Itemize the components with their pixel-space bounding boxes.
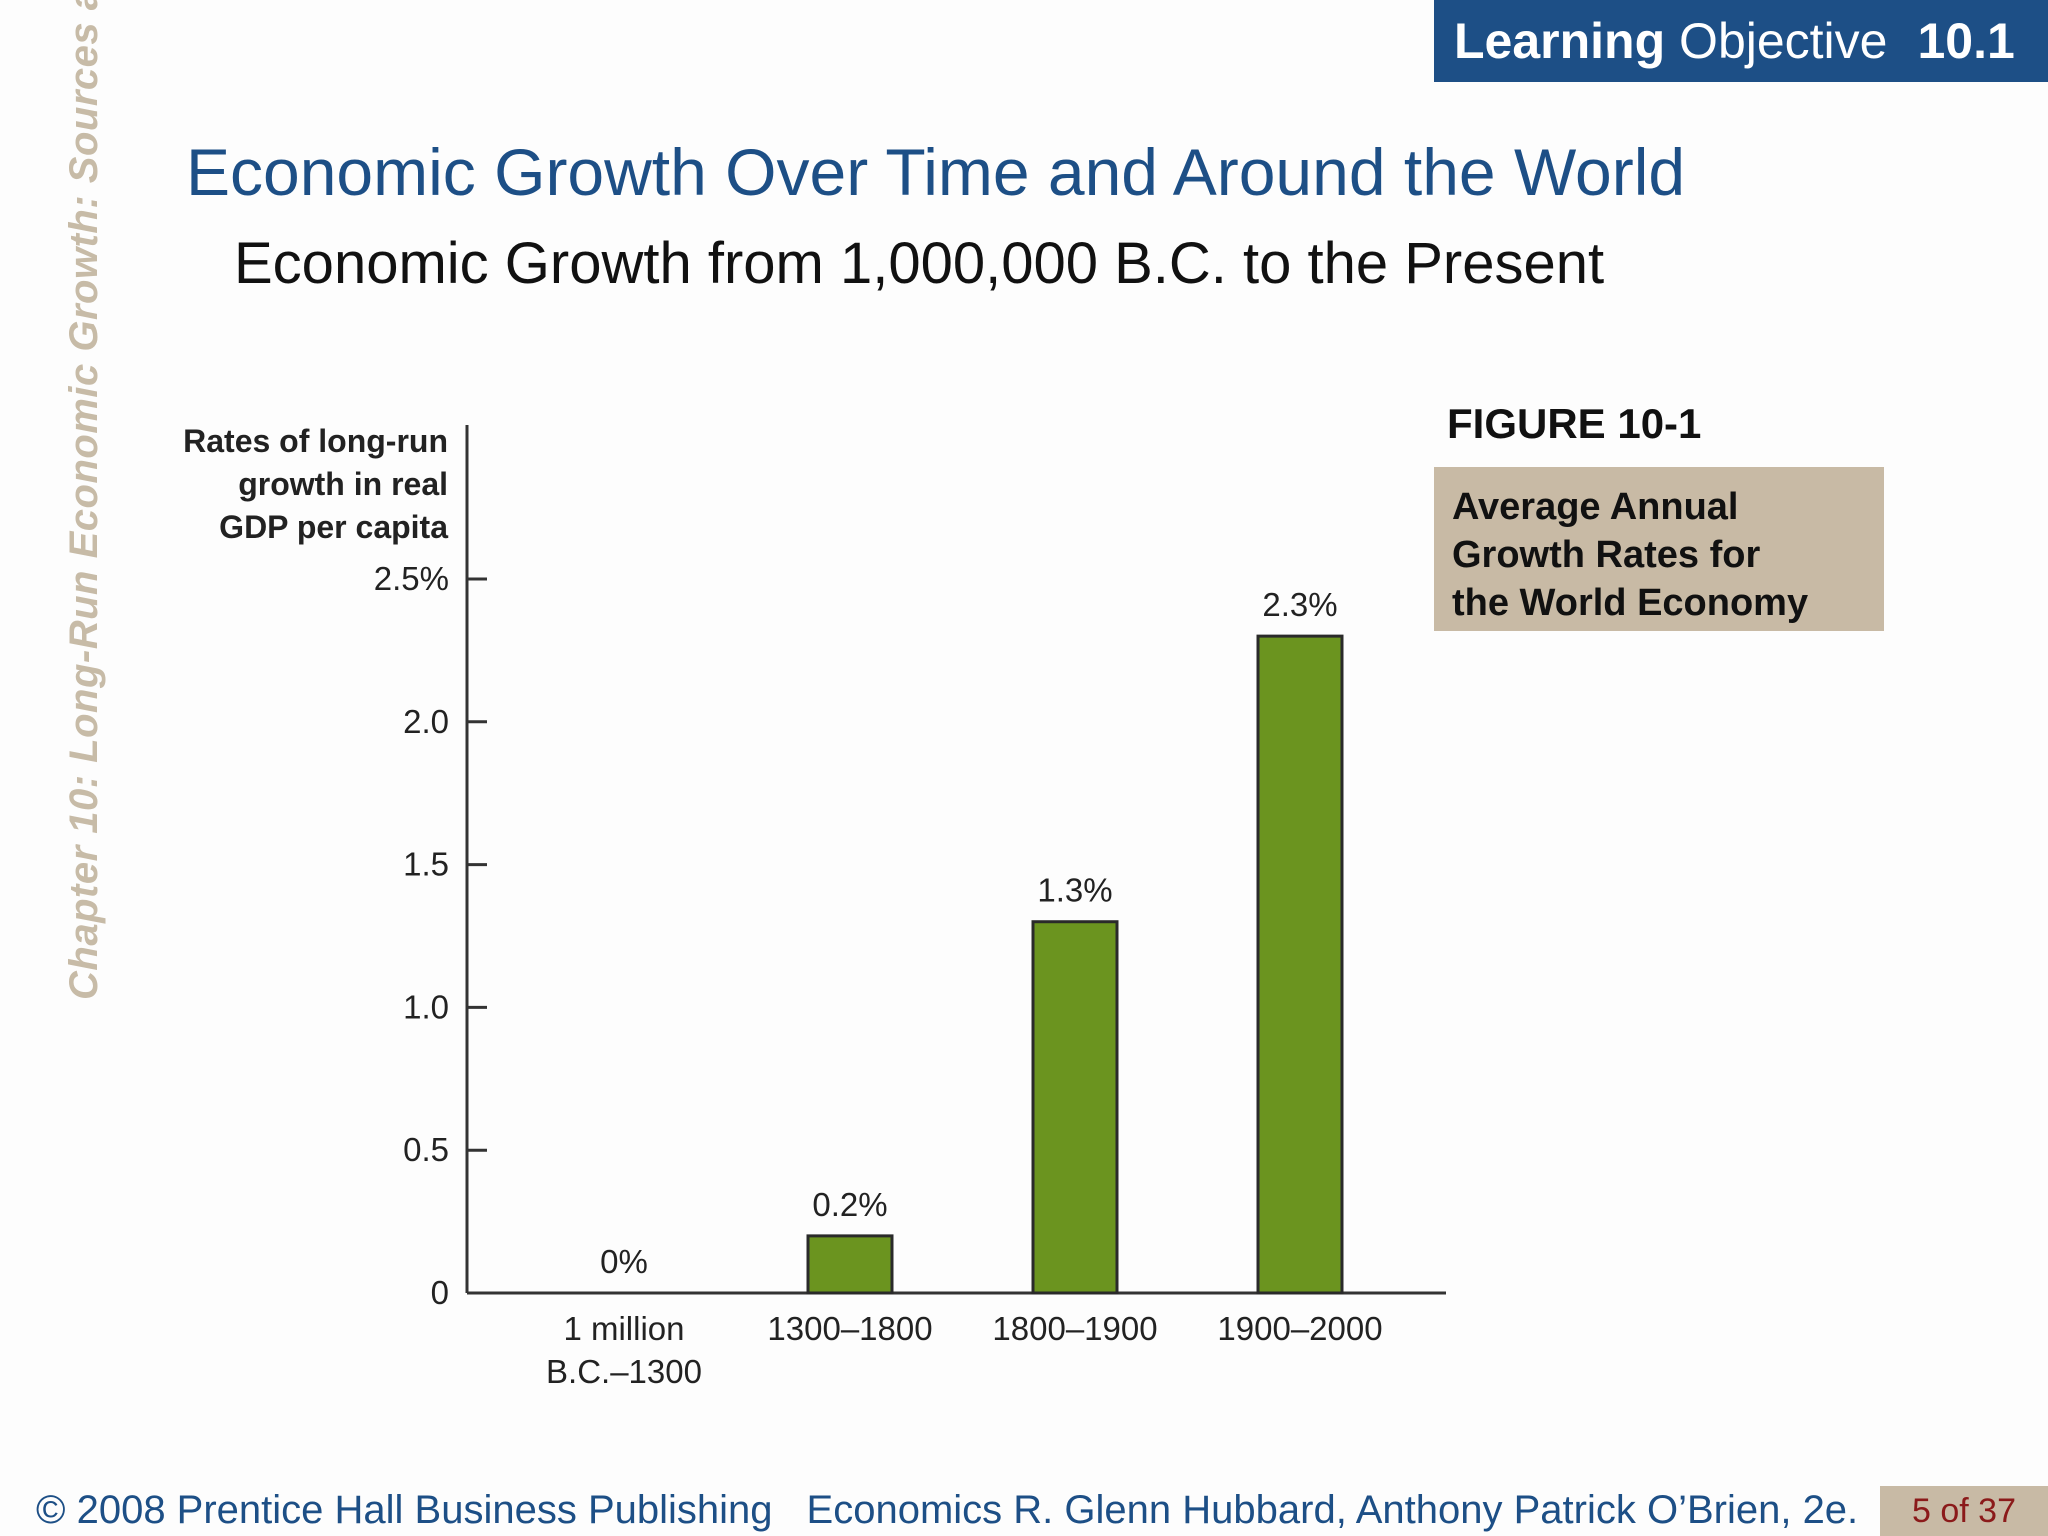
- y-axis-title: Rates of long-run growth in real GDP per…: [120, 420, 448, 549]
- banner-word: Objective: [1679, 13, 1888, 69]
- y-tick-label: 0: [431, 1274, 449, 1311]
- bar: [1031, 920, 1119, 1295]
- y-tick-label: 1.5: [403, 846, 449, 883]
- figure-caption-line: Growth Rates for: [1452, 534, 1761, 576]
- page-number-badge: 5 of 37: [1880, 1486, 2048, 1536]
- y-tick-label: 1.0: [403, 988, 449, 1025]
- footer-book: Economics R. Glenn Hubbard, Anthony Patr…: [806, 1488, 1859, 1532]
- slide-subtitle: Economic Growth from 1,000,000 B.C. to t…: [234, 231, 1605, 296]
- figure-caption-box: Average Annual Growth Rates for the Worl…: [1434, 467, 1884, 631]
- slide-title: Economic Growth Over Time and Around the…: [186, 135, 1686, 209]
- learning-objective-banner: Learning Objective 10.1: [1434, 0, 2048, 82]
- bar-value-label: 0.2%: [812, 1186, 887, 1223]
- bar: [806, 1234, 894, 1295]
- footer-copyright: © 2008 Prentice Hall Business Publishing: [36, 1488, 773, 1532]
- banner-bold-word: Learning: [1454, 13, 1666, 69]
- y-axis-title-line: Rates of long-run: [183, 423, 448, 459]
- banner-number: 10.1: [1917, 13, 2015, 69]
- x-category-label: 1900–2000: [1217, 1310, 1382, 1347]
- figure-caption-line: the World Economy: [1452, 582, 1809, 624]
- x-category-label: 1300–1800: [767, 1310, 932, 1347]
- x-category-label: 1800–1900: [992, 1310, 1157, 1347]
- y-tick-label: 2.5%: [374, 560, 449, 597]
- figure-caption-line: Average Annual: [1452, 486, 1739, 528]
- bar-value-label: 2.3%: [1262, 586, 1337, 623]
- bar-value-label: 1.3%: [1037, 872, 1112, 909]
- footer: © 2008 Prentice Hall Business Publishing…: [36, 1488, 1858, 1533]
- y-tick-label: 0.5: [403, 1131, 449, 1168]
- bar: [1256, 634, 1344, 1295]
- bar-chart: 0 0.5 1.0 1.5 2.0 2.5% 0% 1 million B.C.–1300 0.2…: [374, 425, 1446, 1390]
- y-axis-title-line: GDP per capita: [219, 509, 448, 545]
- x-category-label: B.C.–1300: [546, 1353, 702, 1390]
- y-tick-label: 2.0: [403, 703, 449, 740]
- x-category-label: 1 million: [563, 1310, 684, 1347]
- bar-value-label: 0%: [600, 1243, 648, 1280]
- figure-label: FIGURE 10-1: [1447, 400, 1702, 447]
- y-axis-title-line: growth in real: [238, 466, 448, 502]
